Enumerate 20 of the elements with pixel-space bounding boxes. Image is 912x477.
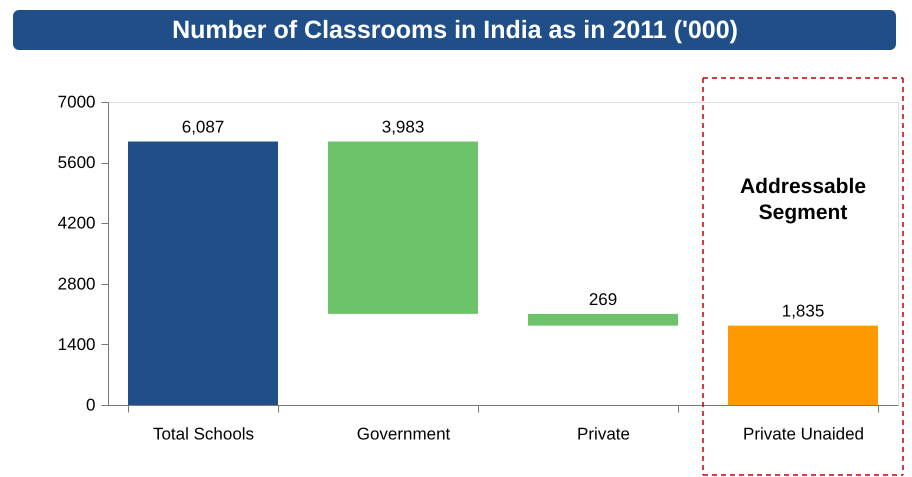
data-label: 269 <box>588 290 618 309</box>
x-tick-label: Total Schools <box>152 424 254 444</box>
y-tick-label: 0 <box>86 396 96 414</box>
bar <box>728 326 878 405</box>
data-label: 6,087 <box>182 118 224 137</box>
y-tick-label: 5600 <box>58 153 96 172</box>
annotation: Addressable Segment <box>740 174 866 224</box>
x-tick-label: Private <box>577 424 630 444</box>
chart-title: Number of Classrooms in India as in 2011 ('000) <box>172 16 738 44</box>
data-label: 3,983 <box>382 118 424 137</box>
x-tick-label: Private Unaided <box>743 424 864 444</box>
data-label: 1,835 <box>782 302 824 321</box>
bar <box>528 314 678 326</box>
y-tick-label: 4200 <box>58 214 96 233</box>
y-tick-label: 1400 <box>58 334 96 354</box>
y-tick-label: 7000 <box>58 92 96 112</box>
bar <box>128 142 278 405</box>
x-tick-label: Government <box>356 424 451 444</box>
y-tick-label: 2800 <box>58 274 96 294</box>
bar <box>328 142 478 314</box>
